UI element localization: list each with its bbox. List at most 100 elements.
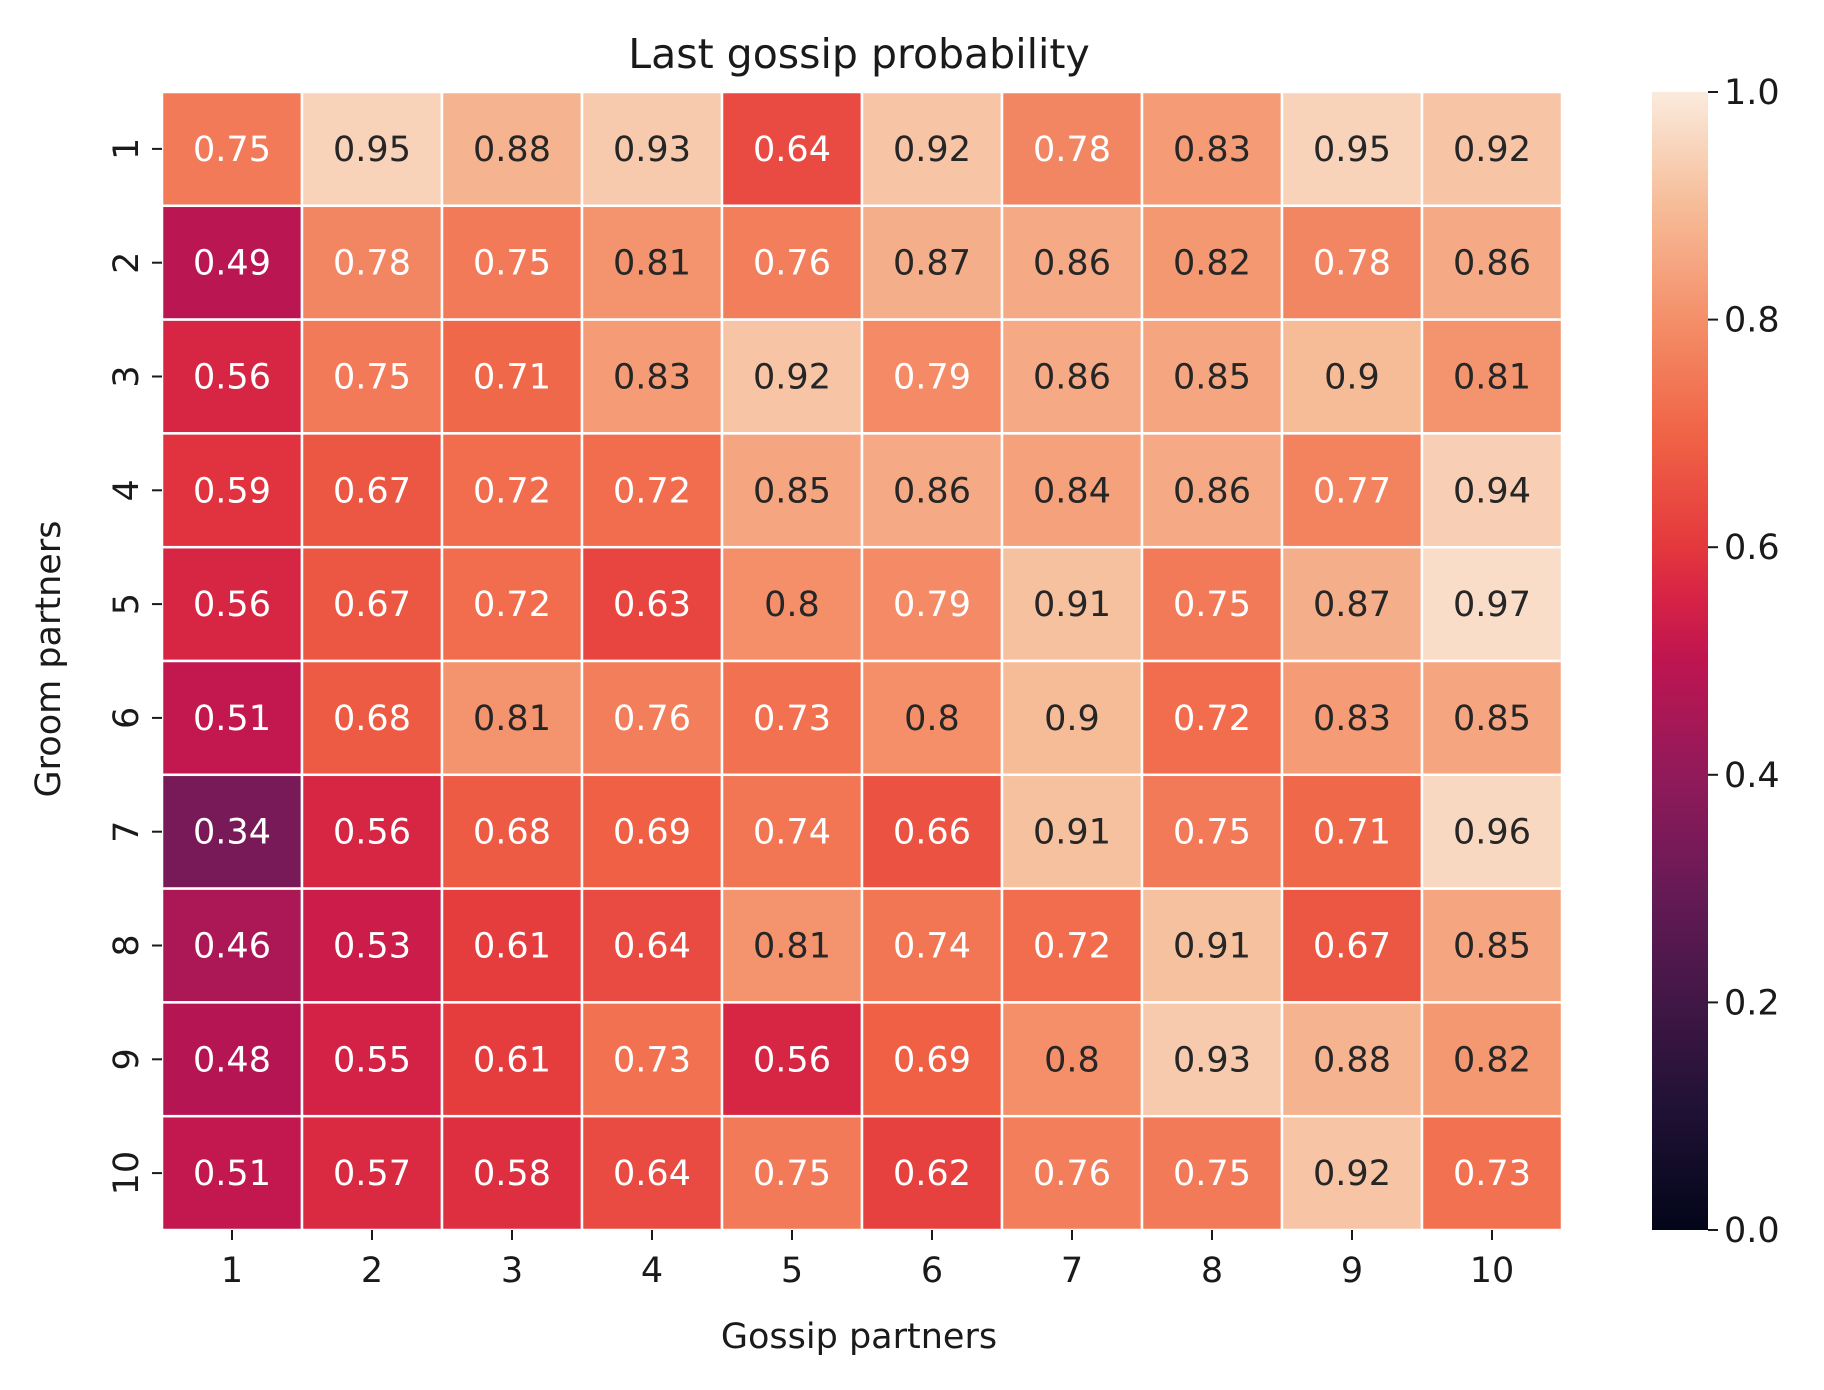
heatmap-cell-r8-c2 (300, 887, 444, 1004)
cell-value-r3-c4: 0.83 (613, 358, 691, 398)
cell-value-r4-c3: 0.72 (473, 471, 551, 511)
heatmap-cell-r5-c5 (720, 545, 864, 663)
cell-value-r9-c2: 0.55 (333, 1040, 411, 1080)
chart-title: Last gossip probability (628, 30, 1089, 78)
cell-value-r4-c4: 0.72 (613, 471, 691, 511)
cell-value-r1-c7: 0.78 (1033, 130, 1111, 170)
heatmap-cell-r4-c1 (160, 432, 304, 549)
cell-value-r6-c5: 0.73 (753, 699, 831, 739)
colorbar-tick-label-0.6: 0.6 (1724, 528, 1780, 568)
cell-value-r10-c9: 0.92 (1313, 1154, 1391, 1194)
cell-value-r8-c6: 0.74 (893, 927, 971, 967)
cell-value-r10-c10: 0.73 (1453, 1154, 1531, 1194)
heatmap-cell-r1-c10 (1420, 90, 1564, 208)
cell-value-r6-c7: 0.9 (1044, 699, 1100, 739)
heatmap-cell-r6-c1 (160, 659, 304, 777)
heatmap-cell-r8-c4 (580, 887, 724, 1004)
heatmap-cell-r9-c10 (1420, 1001, 1564, 1118)
cell-value-r5-c6: 0.79 (893, 585, 971, 625)
cell-value-r3-c2: 0.75 (333, 358, 411, 398)
x-tick-label-8: 8 (1201, 1251, 1223, 1291)
cell-value-r1-c10: 0.92 (1453, 130, 1531, 170)
cell-value-r6-c6: 0.8 (904, 699, 960, 739)
cell-value-r1-c6: 0.92 (893, 130, 971, 170)
cell-value-r7-c8: 0.75 (1173, 813, 1251, 853)
cell-value-r5-c4: 0.63 (613, 585, 691, 625)
heatmap-cell-r4-c10 (1420, 432, 1564, 549)
cell-value-r2-c8: 0.82 (1173, 244, 1251, 284)
cell-value-r8-c4: 0.64 (613, 927, 691, 967)
cell-value-r8-c2: 0.53 (333, 927, 411, 967)
cell-value-r9-c6: 0.69 (893, 1040, 971, 1080)
cell-value-r4-c8: 0.86 (1173, 471, 1251, 511)
heatmap-cell-r1-c6 (860, 90, 1004, 208)
cell-value-r2-c3: 0.75 (473, 244, 551, 284)
heatmap-cell-r10-c1 (160, 1114, 304, 1232)
cell-value-r3-c1: 0.56 (193, 358, 271, 398)
cell-value-r1-c5: 0.64 (753, 130, 831, 170)
colorbar-tick-label-1.0: 1.0 (1724, 73, 1780, 113)
x-tick-label-9: 9 (1341, 1251, 1363, 1291)
cell-value-r1-c1: 0.75 (193, 130, 271, 170)
cell-value-r3-c10: 0.81 (1453, 358, 1531, 398)
cell-value-r3-c5: 0.92 (753, 358, 831, 398)
cell-value-r7-c6: 0.66 (893, 813, 971, 853)
cell-value-r1-c4: 0.93 (613, 130, 691, 170)
heatmap-cell-r3-c9 (1280, 318, 1424, 435)
heatmap-cell-r10-c9 (1280, 1114, 1424, 1232)
cell-value-r7-c1: 0.34 (193, 813, 271, 853)
cell-value-r4-c10: 0.94 (1453, 471, 1531, 511)
heatmap-cell-r6-c5 (720, 659, 864, 777)
cell-value-labels: 0.75 0.95 0.88 0.93 0.64 0.92 0.78 0.83 0.95 0.92… (193, 130, 1531, 1194)
cell-value-r9-c7: 0.8 (1044, 1040, 1100, 1080)
cell-value-r5-c10: 0.97 (1453, 585, 1531, 625)
cell-value-r9-c10: 0.82 (1453, 1040, 1531, 1080)
cell-value-r2-c7: 0.86 (1033, 244, 1111, 284)
cell-value-r5-c5: 0.8 (764, 585, 820, 625)
heatmap-cell-r5-c3 (440, 545, 584, 663)
heatmap-cell-r10-c10 (1420, 1114, 1564, 1232)
heatmap-cell-r9-c2 (300, 1001, 444, 1118)
heatmap-cell-r7-c6 (860, 773, 1004, 890)
cell-value-r10-c8: 0.75 (1173, 1154, 1251, 1194)
heatmap-cell-r9-c8 (1140, 1001, 1284, 1118)
x-tick-label-10: 10 (1470, 1251, 1515, 1291)
y-tick-label-6: 6 (107, 707, 147, 729)
cell-value-r8-c9: 0.67 (1313, 927, 1391, 967)
colorbar-tick-label-0.0: 0.0 (1724, 1211, 1780, 1251)
y-tick-label-7: 7 (107, 821, 147, 843)
cell-value-r1-c3: 0.88 (473, 130, 551, 170)
heatmap-cell-r1-c1 (160, 90, 304, 208)
cell-value-r7-c4: 0.69 (613, 813, 691, 853)
cell-value-r5-c7: 0.91 (1033, 585, 1111, 625)
cell-value-r3-c7: 0.86 (1033, 358, 1111, 398)
cell-value-r6-c8: 0.72 (1173, 699, 1251, 739)
cell-value-r6-c9: 0.83 (1313, 699, 1391, 739)
heatmap-cells (160, 90, 1564, 1232)
x-tick-label-4: 4 (641, 1251, 663, 1291)
cell-value-r2-c2: 0.78 (333, 244, 411, 284)
colorbar-tick-label-0.2: 0.2 (1724, 983, 1780, 1023)
heatmap-cell-r1-c3 (440, 90, 584, 208)
heatmap-cell-r7-c8 (1140, 773, 1284, 890)
colorbar-tick-label-0.4: 0.4 (1724, 756, 1780, 796)
y-tick-label-2: 2 (107, 252, 147, 274)
colorbar-tick-label-0.8: 0.8 (1724, 301, 1780, 341)
heatmap-cell-r10-c7 (1000, 1114, 1144, 1232)
cell-value-r4-c1: 0.59 (193, 471, 271, 511)
cell-value-r1-c2: 0.95 (333, 130, 411, 170)
heatmap-cell-r2-c4 (580, 204, 724, 321)
y-tick-label-10: 10 (107, 1151, 147, 1196)
heatmap-cell-r8-c7 (1000, 887, 1144, 1004)
heatmap-cell-r5-c10 (1420, 545, 1564, 663)
cell-value-r8-c1: 0.46 (193, 927, 271, 967)
x-tick-label-5: 5 (781, 1251, 803, 1291)
y-tick-label-9: 9 (107, 1048, 147, 1070)
cell-value-r5-c8: 0.75 (1173, 585, 1251, 625)
heatmap-cell-r9-c9 (1280, 1001, 1424, 1118)
x-tick-label-2: 2 (361, 1251, 383, 1291)
cell-value-r9-c8: 0.93 (1173, 1040, 1251, 1080)
heatmap-cell-r8-c9 (1280, 887, 1424, 1004)
heatmap-cell-r3-c3 (440, 318, 584, 435)
